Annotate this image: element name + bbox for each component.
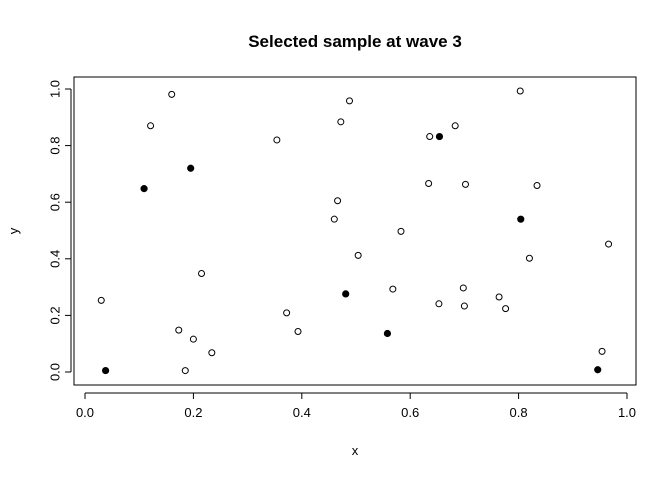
sample-point — [168, 90, 176, 98]
plot-frame — [73, 76, 637, 386]
sample-point — [533, 182, 541, 190]
x-axis: 0.0 0.2 0.4 0.6 0.8 1.0 — [76, 392, 636, 420]
sample-point — [451, 122, 459, 130]
x-tick-label: 1.0 — [618, 405, 636, 420]
sample-point — [525, 254, 533, 262]
selected-point — [594, 366, 602, 374]
y-tick-label: 0.4 — [48, 250, 63, 268]
sample-point — [189, 335, 197, 343]
sample-point — [354, 251, 362, 259]
y-tick-label: 0.8 — [48, 137, 63, 155]
sample-point — [147, 122, 155, 130]
selected-point — [187, 164, 195, 172]
x-tick-label: 0.4 — [293, 405, 311, 420]
selected-point — [101, 366, 110, 375]
sample-point — [459, 284, 467, 292]
y-tick-label: 1.0 — [48, 80, 63, 98]
y-tick-label: 0.6 — [48, 193, 63, 211]
y-axis-label: y — [6, 227, 21, 234]
sample-point — [294, 328, 302, 336]
selected-point — [517, 215, 525, 223]
selected-point — [140, 185, 148, 193]
chart-title: Selected sample at wave 3 — [248, 32, 462, 51]
sample-point — [334, 197, 342, 205]
y-tick-label: 0.2 — [48, 306, 63, 324]
sample-point — [198, 270, 206, 278]
sample-point — [605, 240, 613, 248]
y-tick-label: 0.0 — [48, 363, 63, 381]
x-tick-label: 0.0 — [76, 405, 94, 420]
sample-point — [502, 305, 510, 313]
y-axis: 0.0 0.2 0.4 0.6 0.8 1.0 — [48, 80, 72, 381]
sample-point — [337, 118, 345, 126]
sample-point — [389, 285, 397, 293]
sample-point — [516, 87, 524, 95]
sample-point — [175, 326, 183, 334]
sample-point — [435, 300, 443, 308]
data-points — [97, 87, 613, 375]
x-tick-label: 0.2 — [184, 405, 202, 420]
selected-point — [342, 290, 350, 298]
sample-point — [426, 133, 434, 141]
sample-point — [330, 215, 338, 223]
x-tick-label: 0.6 — [401, 405, 419, 420]
selected-point — [383, 329, 392, 338]
sample-point — [425, 180, 433, 188]
sample-point — [461, 180, 469, 188]
x-axis-label: x — [352, 443, 359, 458]
sample-point — [397, 227, 405, 235]
sample-point — [598, 347, 606, 355]
sample-point — [460, 302, 468, 310]
sample-point — [97, 296, 105, 304]
sample-point — [208, 349, 216, 357]
x-tick-label: 0.8 — [510, 405, 528, 420]
selected-point — [435, 132, 444, 141]
sample-point — [273, 136, 281, 144]
sample-point — [495, 293, 503, 301]
sample-point — [181, 367, 189, 375]
sample-point — [345, 97, 353, 105]
sample-point — [283, 309, 291, 317]
